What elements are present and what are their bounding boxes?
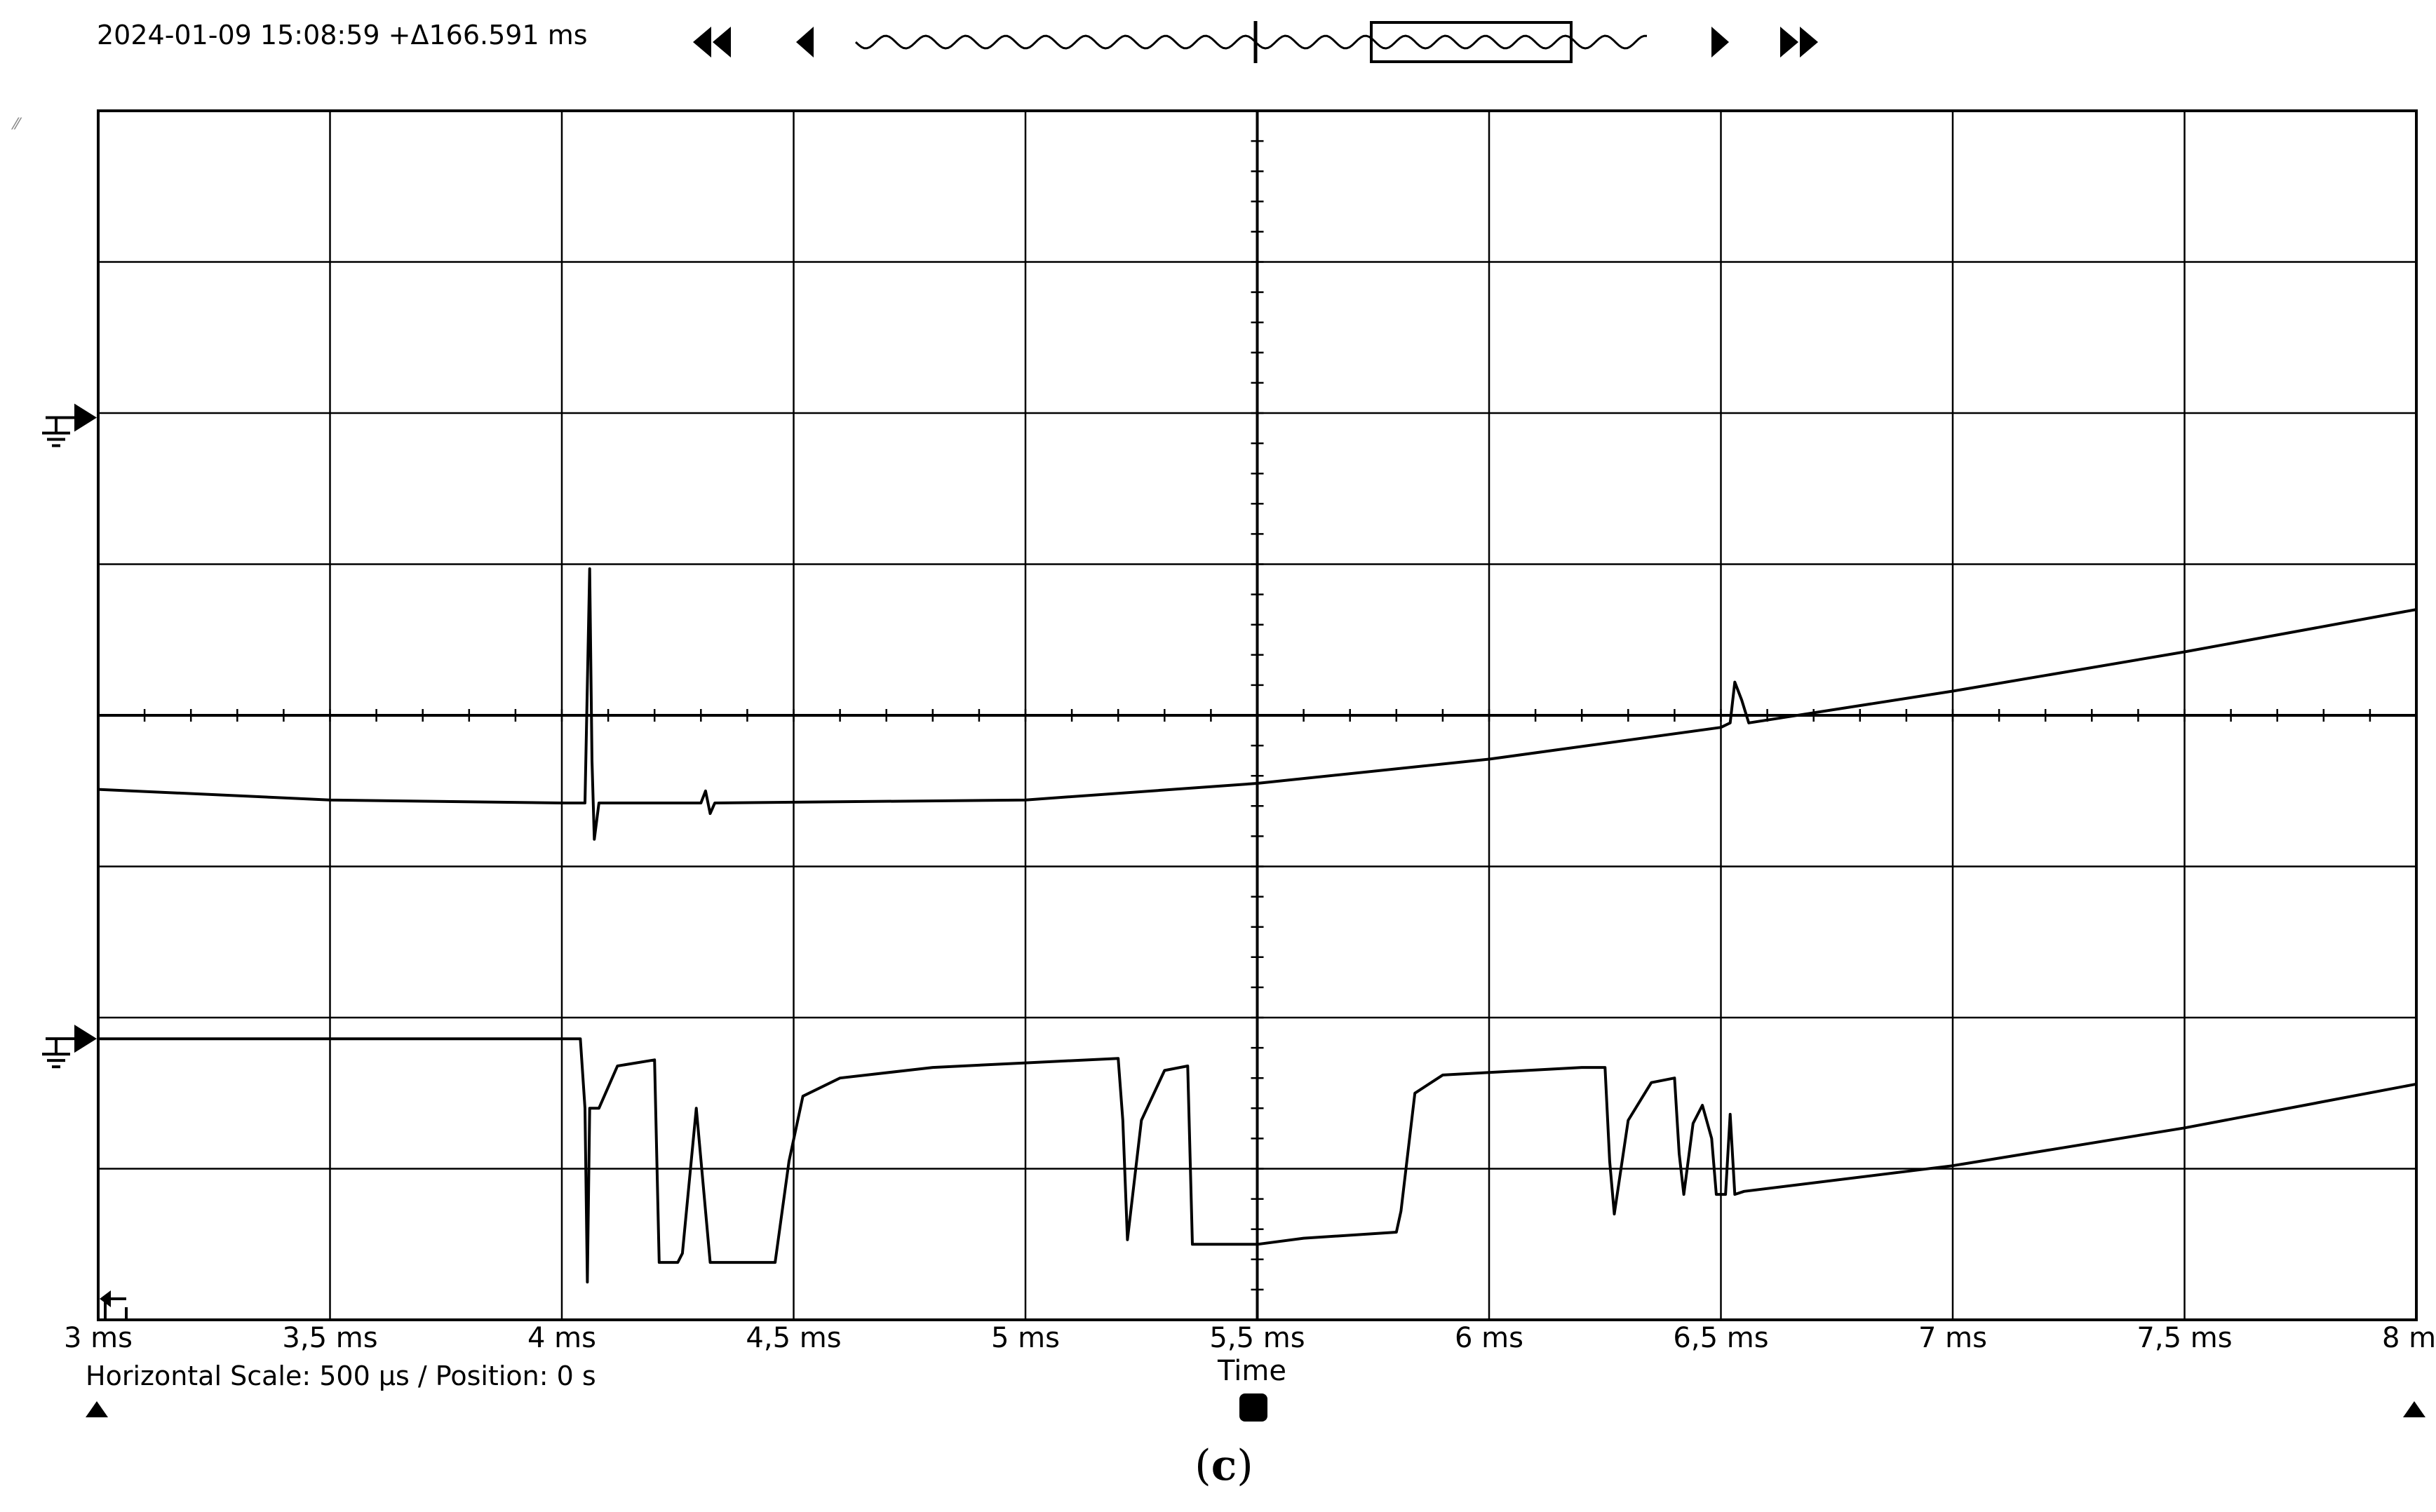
- left-cursor-up-arrow-icon[interactable]: [83, 1399, 111, 1420]
- toolbar: 2024-01-09 15:08:59 +Δ166.591 ms: [0, 0, 2436, 84]
- waveform-overview-icon: [854, 21, 1648, 63]
- channel-markers: [42, 403, 128, 1318]
- right-cursor-up-arrow-icon[interactable]: [2400, 1399, 2428, 1420]
- trigger-level-marker-icon: [100, 1290, 128, 1318]
- acquisition-timestamp: 2024-01-09 15:08:59 +Δ166.591 ms: [97, 20, 588, 50]
- x-tick-label: 7 ms: [1918, 1322, 1987, 1354]
- plot-grid: [97, 109, 2418, 1321]
- step-back-button[interactable]: [782, 21, 831, 63]
- left-arrow-icon: [796, 27, 814, 58]
- figure-caption: (c): [1195, 1441, 1253, 1490]
- rewind-to-start-button[interactable]: [687, 21, 736, 63]
- waveform-traces: [97, 567, 2417, 1284]
- x-tick-label: 4 ms: [527, 1322, 596, 1354]
- x-tick-label: 4,5 ms: [746, 1322, 842, 1354]
- x-tick-label: 5,5 ms: [1209, 1322, 1305, 1354]
- channel-1-ground-marker-icon: [42, 403, 97, 447]
- horizontal-scale-readout: Horizontal Scale: 500 µs / Position: 0 s: [86, 1361, 596, 1391]
- channel-2-ground-marker-icon: [42, 1025, 97, 1069]
- step-forward-button[interactable]: [1694, 21, 1743, 63]
- trigger-position-icon[interactable]: [1238, 1392, 1269, 1423]
- right-arrow-icon: [1711, 27, 1729, 58]
- x-tick-label: 6,5 ms: [1673, 1322, 1769, 1354]
- x-axis-title: Time: [1218, 1355, 1286, 1387]
- record-overview-strip[interactable]: [849, 14, 1655, 70]
- double-right-arrow-icon: [1780, 27, 1818, 58]
- channel-1-trace: [97, 567, 2417, 841]
- x-tick-label: 3,5 ms: [282, 1322, 378, 1354]
- overview-view-window: [1370, 21, 1573, 63]
- x-tick-label: 6 ms: [1455, 1322, 1523, 1354]
- overview-waveform: [854, 34, 1648, 50]
- forward-to-end-button[interactable]: [1775, 21, 1824, 63]
- corner-mark: ⁄⁄: [14, 116, 20, 133]
- x-tick-label: 8 ms: [2382, 1322, 2436, 1354]
- channel-2-trace: [98, 1037, 2417, 1284]
- x-tick-label: 7,5 ms: [2136, 1322, 2233, 1354]
- double-left-arrow-icon: [693, 27, 731, 58]
- x-tick-label: 3 ms: [64, 1322, 133, 1354]
- x-tick-label: 5 ms: [991, 1322, 1060, 1354]
